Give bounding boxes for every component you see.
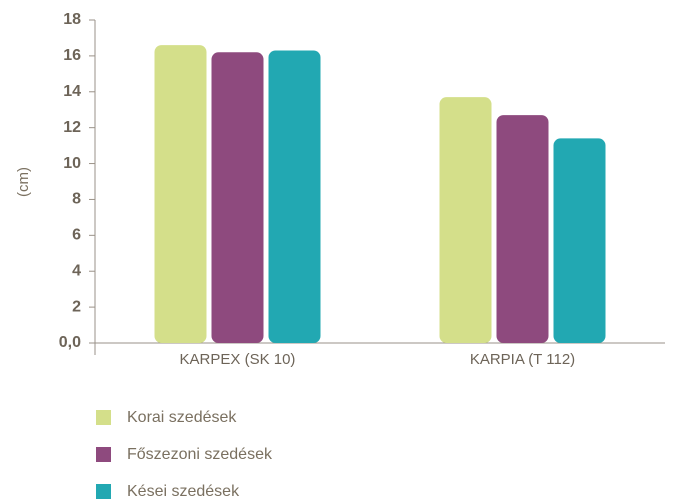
y-axis-label: (cm) — [15, 167, 32, 197]
legend-swatch — [96, 410, 111, 425]
legend-label: Kései szedések — [127, 483, 240, 500]
legend-swatch — [96, 484, 111, 499]
x-tick-label: KARPIA (T 112) — [470, 351, 575, 368]
bar — [211, 52, 264, 344]
y-tick-label: 12 — [63, 119, 81, 136]
legend-swatch — [96, 447, 111, 462]
y-tick-label: 14 — [63, 83, 81, 100]
y-tick-label: 6 — [72, 227, 81, 244]
legend-label: Főszezoni szedések — [127, 446, 273, 463]
bar — [439, 97, 492, 344]
y-tick-label: 18 — [63, 11, 81, 28]
bar — [154, 45, 207, 343]
legend-label: Korai szedések — [127, 409, 237, 426]
y-tick-label: 0,0 — [59, 334, 81, 351]
bar — [268, 50, 321, 343]
bar — [496, 115, 549, 343]
y-tick-label: 10 — [63, 155, 81, 172]
y-tick-label: 16 — [63, 47, 81, 64]
bar — [553, 138, 606, 343]
y-tick-label: 4 — [72, 262, 81, 279]
x-tick-label: KARPEX (SK 10) — [180, 351, 296, 368]
y-tick-label: 8 — [72, 191, 81, 208]
y-tick-label: 2 — [72, 298, 81, 315]
